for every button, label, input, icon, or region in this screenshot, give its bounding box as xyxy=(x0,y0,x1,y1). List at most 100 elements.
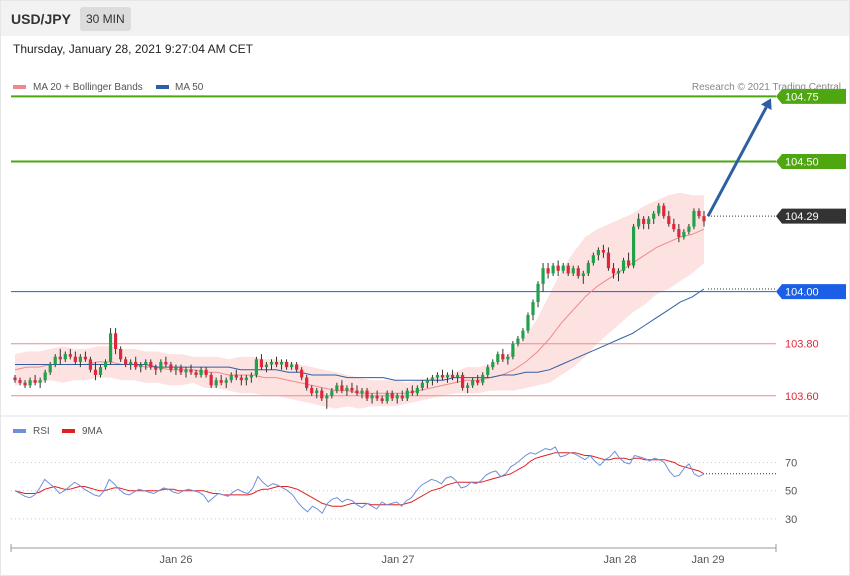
candle-body xyxy=(365,390,369,399)
candle-body xyxy=(556,265,560,271)
x-tick-label: Jan 26 xyxy=(159,554,192,566)
level-label-resistance: 104.50 xyxy=(785,156,819,168)
candle-body xyxy=(219,380,223,383)
candle-body xyxy=(300,369,304,378)
candle-body xyxy=(38,380,42,383)
x-tick-label: Jan 29 xyxy=(691,554,724,566)
candle-body xyxy=(274,361,279,365)
candle-body xyxy=(295,364,299,370)
candle-body xyxy=(566,265,570,274)
candle-body xyxy=(471,380,475,386)
candle-body xyxy=(571,268,575,274)
candle-body xyxy=(400,395,404,399)
candle-body xyxy=(370,395,374,399)
candle-body xyxy=(108,333,113,362)
candle-body xyxy=(682,231,686,237)
candle-body xyxy=(43,372,47,381)
candle-body xyxy=(355,390,359,394)
legend-swatch-ma50 xyxy=(156,85,169,89)
candle-body xyxy=(626,260,631,266)
candle-body xyxy=(18,380,22,383)
bollinger-band-fill xyxy=(15,192,704,409)
candle-body xyxy=(511,343,515,357)
candle-body xyxy=(224,380,228,383)
price-levels xyxy=(11,95,776,397)
candle-body xyxy=(410,390,414,394)
candle-body xyxy=(174,367,178,370)
level-tag-resistance xyxy=(776,153,846,169)
candle-body xyxy=(546,268,550,274)
candle-body xyxy=(621,260,626,271)
candle-body xyxy=(13,377,17,381)
level-label-support: 103.80 xyxy=(785,339,819,351)
candle-body xyxy=(481,374,485,383)
candle-body xyxy=(430,377,435,381)
candle-body xyxy=(68,354,72,357)
candle-body xyxy=(199,369,203,375)
candle-body xyxy=(33,380,37,383)
candle-body xyxy=(290,364,294,368)
candle-body xyxy=(561,265,565,271)
level-tag-last xyxy=(776,208,846,224)
candle-body xyxy=(279,361,284,365)
candle-body xyxy=(124,359,128,365)
legend-label-rsi: RSI xyxy=(33,426,50,437)
legend-swatch-rsi xyxy=(13,429,26,433)
candle-body xyxy=(345,387,349,391)
candle-body xyxy=(129,361,133,365)
candle-body xyxy=(78,356,82,362)
candle-body xyxy=(576,268,580,277)
candle-body xyxy=(551,265,555,274)
candle-body xyxy=(93,369,98,375)
candle-body xyxy=(405,390,409,399)
candle-body xyxy=(269,361,274,365)
candle-body xyxy=(23,382,27,386)
candle-body xyxy=(596,250,600,256)
x-tick-label: Jan 28 xyxy=(603,554,636,566)
timeframe-button[interactable]: 30 MIN xyxy=(80,7,131,31)
candle-body xyxy=(48,364,52,373)
candle-body xyxy=(395,395,399,399)
rsi-panel: 70 50 30 xyxy=(11,446,797,526)
level-label-resistance: 104.75 xyxy=(785,91,819,103)
candle-body xyxy=(455,374,460,378)
candle-body xyxy=(159,361,163,370)
candle-body xyxy=(249,374,253,378)
candle-body xyxy=(375,395,379,399)
header-bar: USD/JPY 30 MIN xyxy=(0,0,850,36)
candle-body xyxy=(435,374,440,378)
candle-body xyxy=(53,356,57,365)
candle-body xyxy=(606,252,611,269)
candle-body xyxy=(390,393,394,399)
bollinger-band-area xyxy=(15,192,704,409)
candle-body xyxy=(466,385,470,388)
candle-body xyxy=(335,385,339,391)
candle-body xyxy=(652,213,656,219)
candle-body xyxy=(657,205,661,214)
legend-swatch-9ma xyxy=(62,429,75,433)
candle-body xyxy=(325,395,329,399)
symbol-label: USD/JPY xyxy=(11,11,71,27)
candle-body xyxy=(320,390,324,399)
candle-body xyxy=(601,250,606,253)
candle-body xyxy=(647,218,651,224)
candle-body xyxy=(445,374,450,378)
candle-body xyxy=(637,218,641,227)
candlesticks xyxy=(13,203,706,409)
candle-body xyxy=(616,270,621,274)
candle-body xyxy=(63,354,67,360)
candle-body xyxy=(521,330,525,339)
legend-label-ma20: MA 20 + Bollinger Bands xyxy=(33,82,143,93)
candle-body xyxy=(103,361,108,368)
rsi-tick-label: 50 xyxy=(785,486,797,498)
candle-body xyxy=(98,367,103,375)
candle-body xyxy=(415,387,419,394)
candle-body xyxy=(234,374,238,378)
candle-body xyxy=(672,223,676,230)
candle-body xyxy=(73,356,77,362)
candle-body xyxy=(284,361,289,368)
candle-body xyxy=(692,210,696,227)
candle-body xyxy=(486,367,490,375)
candle-body xyxy=(360,390,364,394)
